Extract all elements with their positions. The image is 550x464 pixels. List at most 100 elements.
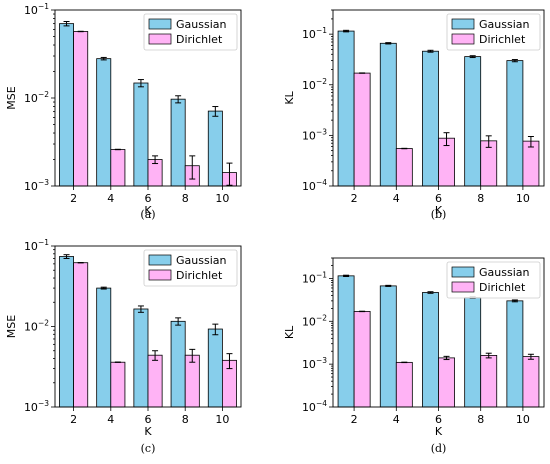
y-tick-label: 10−3	[302, 127, 327, 142]
bar-gaussian-k2	[59, 256, 75, 408]
y-tick-label: 10−3	[24, 399, 49, 414]
x-tick-label: 2	[70, 192, 77, 205]
x-tick-label: 10	[516, 192, 530, 205]
y-tick-label: 10−2	[302, 77, 327, 92]
y-tick-label: 10−2	[24, 90, 49, 105]
x-tick-label: 2	[351, 413, 358, 426]
bar-dirichlet-k2	[73, 31, 89, 187]
bar-gaussian-k10	[506, 300, 524, 408]
x-tick-label: 8	[182, 192, 189, 205]
x-tick-label: 10	[516, 413, 530, 426]
y-tick-label: 10−1	[302, 270, 327, 285]
legend-label-dirichlet: Dirichlet	[479, 281, 526, 294]
x-axis-label: K	[144, 204, 152, 217]
bar-dirichlet-k4	[110, 361, 126, 408]
bar-gaussian-k4	[379, 42, 397, 187]
y-axis-label: MSE	[5, 315, 18, 338]
panel-caption: (d)	[431, 442, 447, 455]
legend: Gaussian Dirichlet	[446, 261, 541, 299]
bar-gaussian-k8	[464, 56, 482, 187]
legend: Gaussian Dirichlet	[143, 13, 238, 51]
legend-label-dirichlet: Dirichlet	[479, 33, 526, 46]
legend-swatch-gaussian	[451, 266, 475, 278]
x-axis-label: K	[435, 204, 443, 217]
x-tick-label: 6	[145, 413, 152, 426]
x-tick-label: 2	[70, 413, 77, 426]
y-tick-label: 10−1	[24, 2, 49, 17]
x-tick-label: 6	[435, 413, 442, 426]
x-tick-label: 10	[215, 413, 229, 426]
y-tick-label: 10−2	[302, 313, 327, 328]
bar-dirichlet-k6	[147, 354, 163, 408]
bar-gaussian-k4	[96, 287, 112, 408]
bar-gaussian-k8	[464, 297, 482, 408]
legend-swatch-gaussian	[451, 18, 475, 30]
bar-gaussian-k6	[133, 82, 149, 187]
y-tick-label: 10−4	[302, 399, 327, 414]
bar-gaussian-k8	[170, 320, 186, 408]
bar-dirichlet-k6	[438, 357, 455, 408]
panel-caption: (a)	[140, 208, 155, 221]
legend: Gaussian Dirichlet	[143, 249, 238, 287]
y-axis-label: KL	[283, 325, 296, 339]
legend: Gaussian Dirichlet	[446, 13, 541, 51]
y-tick-label: 10−4	[302, 178, 327, 193]
bar-gaussian-k6	[422, 292, 439, 408]
chart-panel-1: 10−3 10−2 10−1 2 4 6 8 10 K MSE Gaussian Dirichlet (…	[5, 2, 242, 221]
legend-swatch-dirichlet	[148, 33, 172, 45]
x-tick-label: 4	[107, 413, 114, 426]
x-tick-label: 4	[393, 192, 400, 205]
x-tick-label: 6	[145, 192, 152, 205]
legend-label-gaussian: Gaussian	[176, 18, 226, 31]
chart-panel-4: 10−4 10−3 10−2 10−1 2 4 6 8 10 K KL Gaussian Dirichl…	[283, 257, 545, 455]
x-tick-label: 6	[435, 192, 442, 205]
bar-dirichlet-k4	[110, 149, 126, 187]
y-axis-label: MSE	[5, 86, 18, 109]
bar-gaussian-k2	[59, 23, 75, 187]
bar-gaussian-k8	[170, 98, 186, 187]
panel-caption: (c)	[141, 442, 156, 455]
y-tick-label: 10−1	[302, 26, 327, 41]
bar-gaussian-k10	[207, 328, 223, 408]
bar-gaussian-k4	[96, 58, 112, 187]
x-tick-label: 4	[393, 413, 400, 426]
bar-dirichlet-k8	[480, 355, 498, 408]
legend-label-gaussian: Gaussian	[479, 266, 529, 279]
x-tick-label: 8	[477, 192, 484, 205]
x-axis-label: K	[435, 425, 443, 438]
bar-gaussian-k2	[337, 275, 355, 408]
bar-dirichlet-k2	[353, 72, 371, 187]
bar-dirichlet-k2	[73, 262, 89, 408]
panel-caption: (b)	[431, 208, 447, 221]
legend-swatch-gaussian	[148, 254, 172, 266]
x-axis-label: K	[144, 425, 152, 438]
bar-gaussian-k10	[506, 60, 524, 187]
legend-swatch-dirichlet	[451, 281, 475, 293]
bar-dirichlet-k2	[353, 311, 371, 408]
bar-gaussian-k6	[133, 308, 149, 408]
y-tick-label: 10−3	[302, 356, 327, 371]
legend-label-gaussian: Gaussian	[479, 18, 529, 31]
y-axis-label: KL	[283, 90, 296, 104]
y-tick-label: 10−2	[24, 319, 49, 334]
legend-label-dirichlet: Dirichlet	[176, 33, 223, 46]
legend-label-gaussian: Gaussian	[176, 254, 226, 267]
bar-dirichlet-k10	[522, 356, 540, 408]
bar-gaussian-k6	[422, 50, 439, 187]
x-tick-label: 8	[182, 413, 189, 426]
bar-dirichlet-k4	[395, 361, 413, 408]
legend-swatch-gaussian	[148, 18, 172, 30]
legend-label-dirichlet: Dirichlet	[176, 269, 223, 282]
x-tick-label: 2	[351, 192, 358, 205]
y-tick-label: 10−3	[24, 178, 49, 193]
legend-swatch-dirichlet	[451, 33, 475, 45]
bar-dirichlet-k10	[522, 140, 540, 187]
x-tick-label: 10	[215, 192, 229, 205]
bar-dirichlet-k8	[184, 354, 200, 408]
chart-panel-3: 10−3 10−2 10−1 2 4 6 8 10 K MSE Gaussian Dirichlet (…	[5, 238, 242, 455]
chart-panel-2: 10−4 10−3 10−2 10−1 2 4 6 8 10 K KL Gaussian Dirichl…	[283, 9, 545, 221]
x-tick-label: 8	[477, 413, 484, 426]
y-tick-label: 10−1	[24, 238, 49, 253]
x-tick-label: 4	[107, 192, 114, 205]
